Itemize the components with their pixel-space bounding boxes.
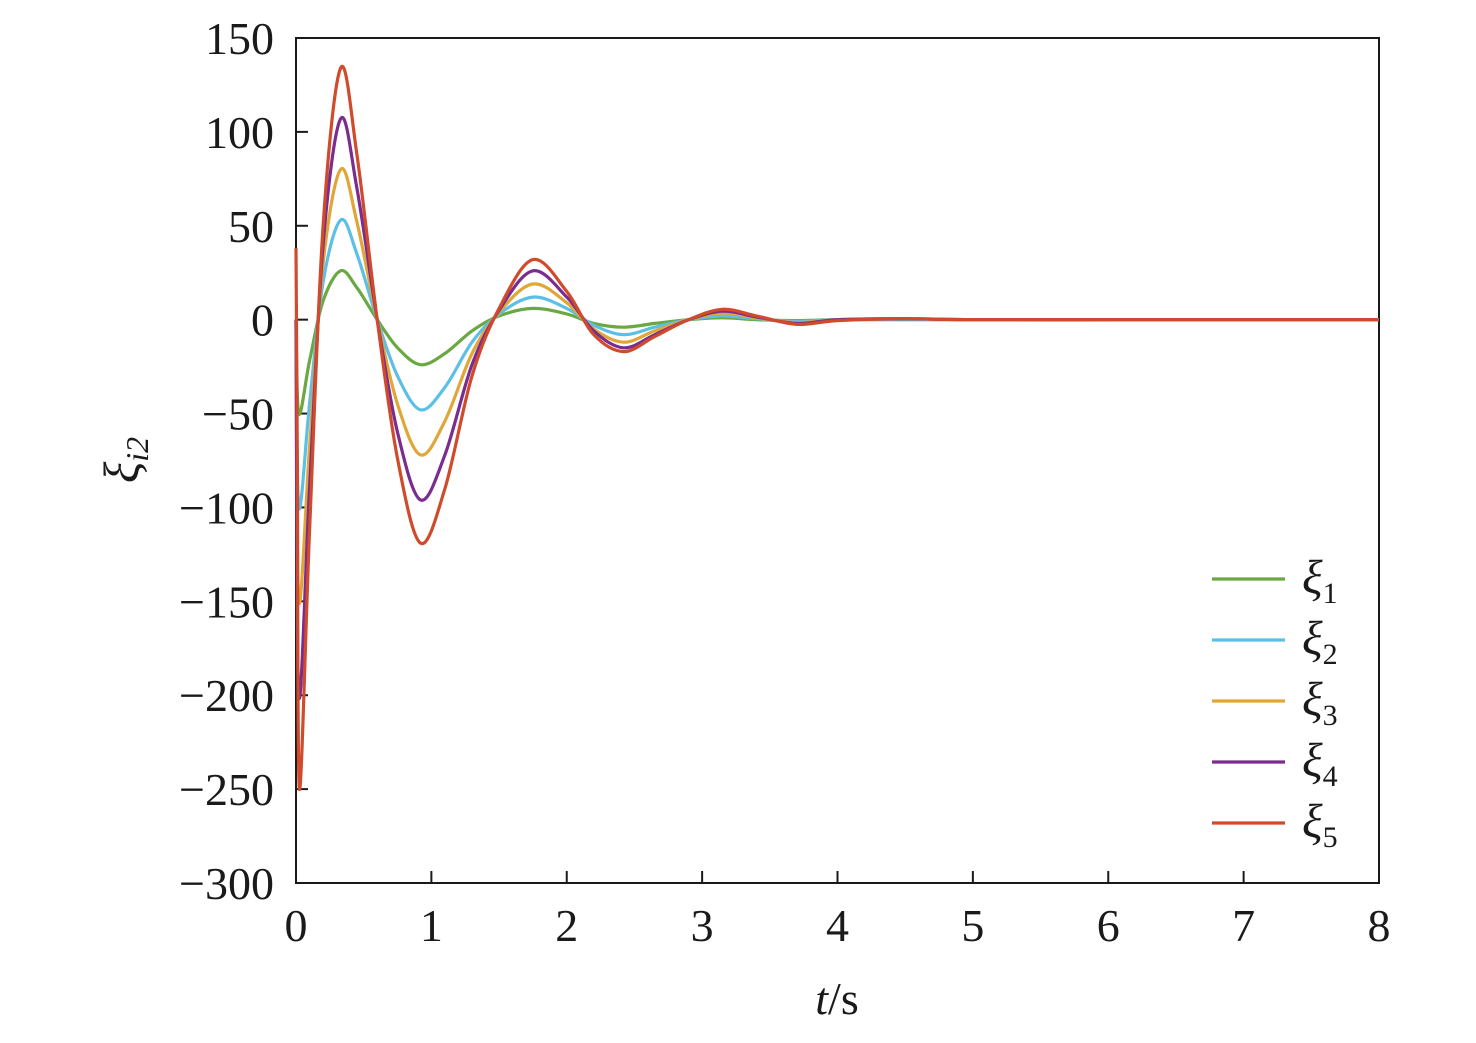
y-tick-label: −50	[202, 389, 274, 440]
x-tick-label: 4	[826, 900, 849, 951]
series-lines	[294, 64, 1379, 791]
x-tick-label: 3	[691, 900, 714, 951]
x-tick-label: 7	[1232, 900, 1255, 951]
legend-label-3: ξ3	[1302, 673, 1338, 732]
y-tick-label: 100	[205, 107, 274, 158]
y-axis-label-sub: i2	[119, 437, 155, 462]
legend-label-2: ξ2	[1302, 612, 1338, 671]
y-tick-label: −300	[179, 858, 274, 909]
x-tick-label: 1	[420, 900, 443, 951]
x-tick-label: 6	[1097, 900, 1120, 951]
x-tick-label: 5	[961, 900, 984, 951]
y-tick-label: 50	[228, 201, 274, 252]
x-axis-label-unit: /s	[828, 973, 859, 1024]
x-tick-label: 8	[1368, 900, 1391, 951]
series-line-2	[294, 217, 1379, 511]
y-tick-label: 150	[205, 13, 274, 64]
y-tick-label: 0	[251, 295, 274, 346]
x-tick-label: 0	[285, 900, 308, 951]
x-axis-label-var: t	[815, 973, 829, 1024]
series-line-4	[294, 115, 1379, 700]
y-tick-label: −250	[179, 764, 274, 815]
legend-label-1: ξ1	[1302, 551, 1338, 610]
y-tick-label: −200	[179, 670, 274, 721]
y-tick-label: −100	[179, 482, 274, 533]
series-line-3	[294, 166, 1379, 606]
plot-frame	[295, 37, 1380, 884]
series-line-5	[294, 64, 1379, 791]
y-axis-ticks: 150 100 50 0 −50 −100 −150 −200 −250 −300	[179, 13, 308, 909]
y-axis-label: ξi2	[93, 437, 155, 483]
x-axis-ticks: 0 1 2 3 4 5 6 7 8	[285, 871, 1391, 951]
y-tick-label: −150	[179, 576, 274, 627]
y-axis-label-base: ξ	[93, 461, 149, 483]
x-tick-label: 2	[555, 900, 578, 951]
series-line-1	[294, 268, 1379, 416]
x-axis-label: t/s	[815, 973, 858, 1024]
legend-label-4: ξ4	[1302, 734, 1338, 793]
legend-label-5: ξ5	[1302, 795, 1338, 854]
